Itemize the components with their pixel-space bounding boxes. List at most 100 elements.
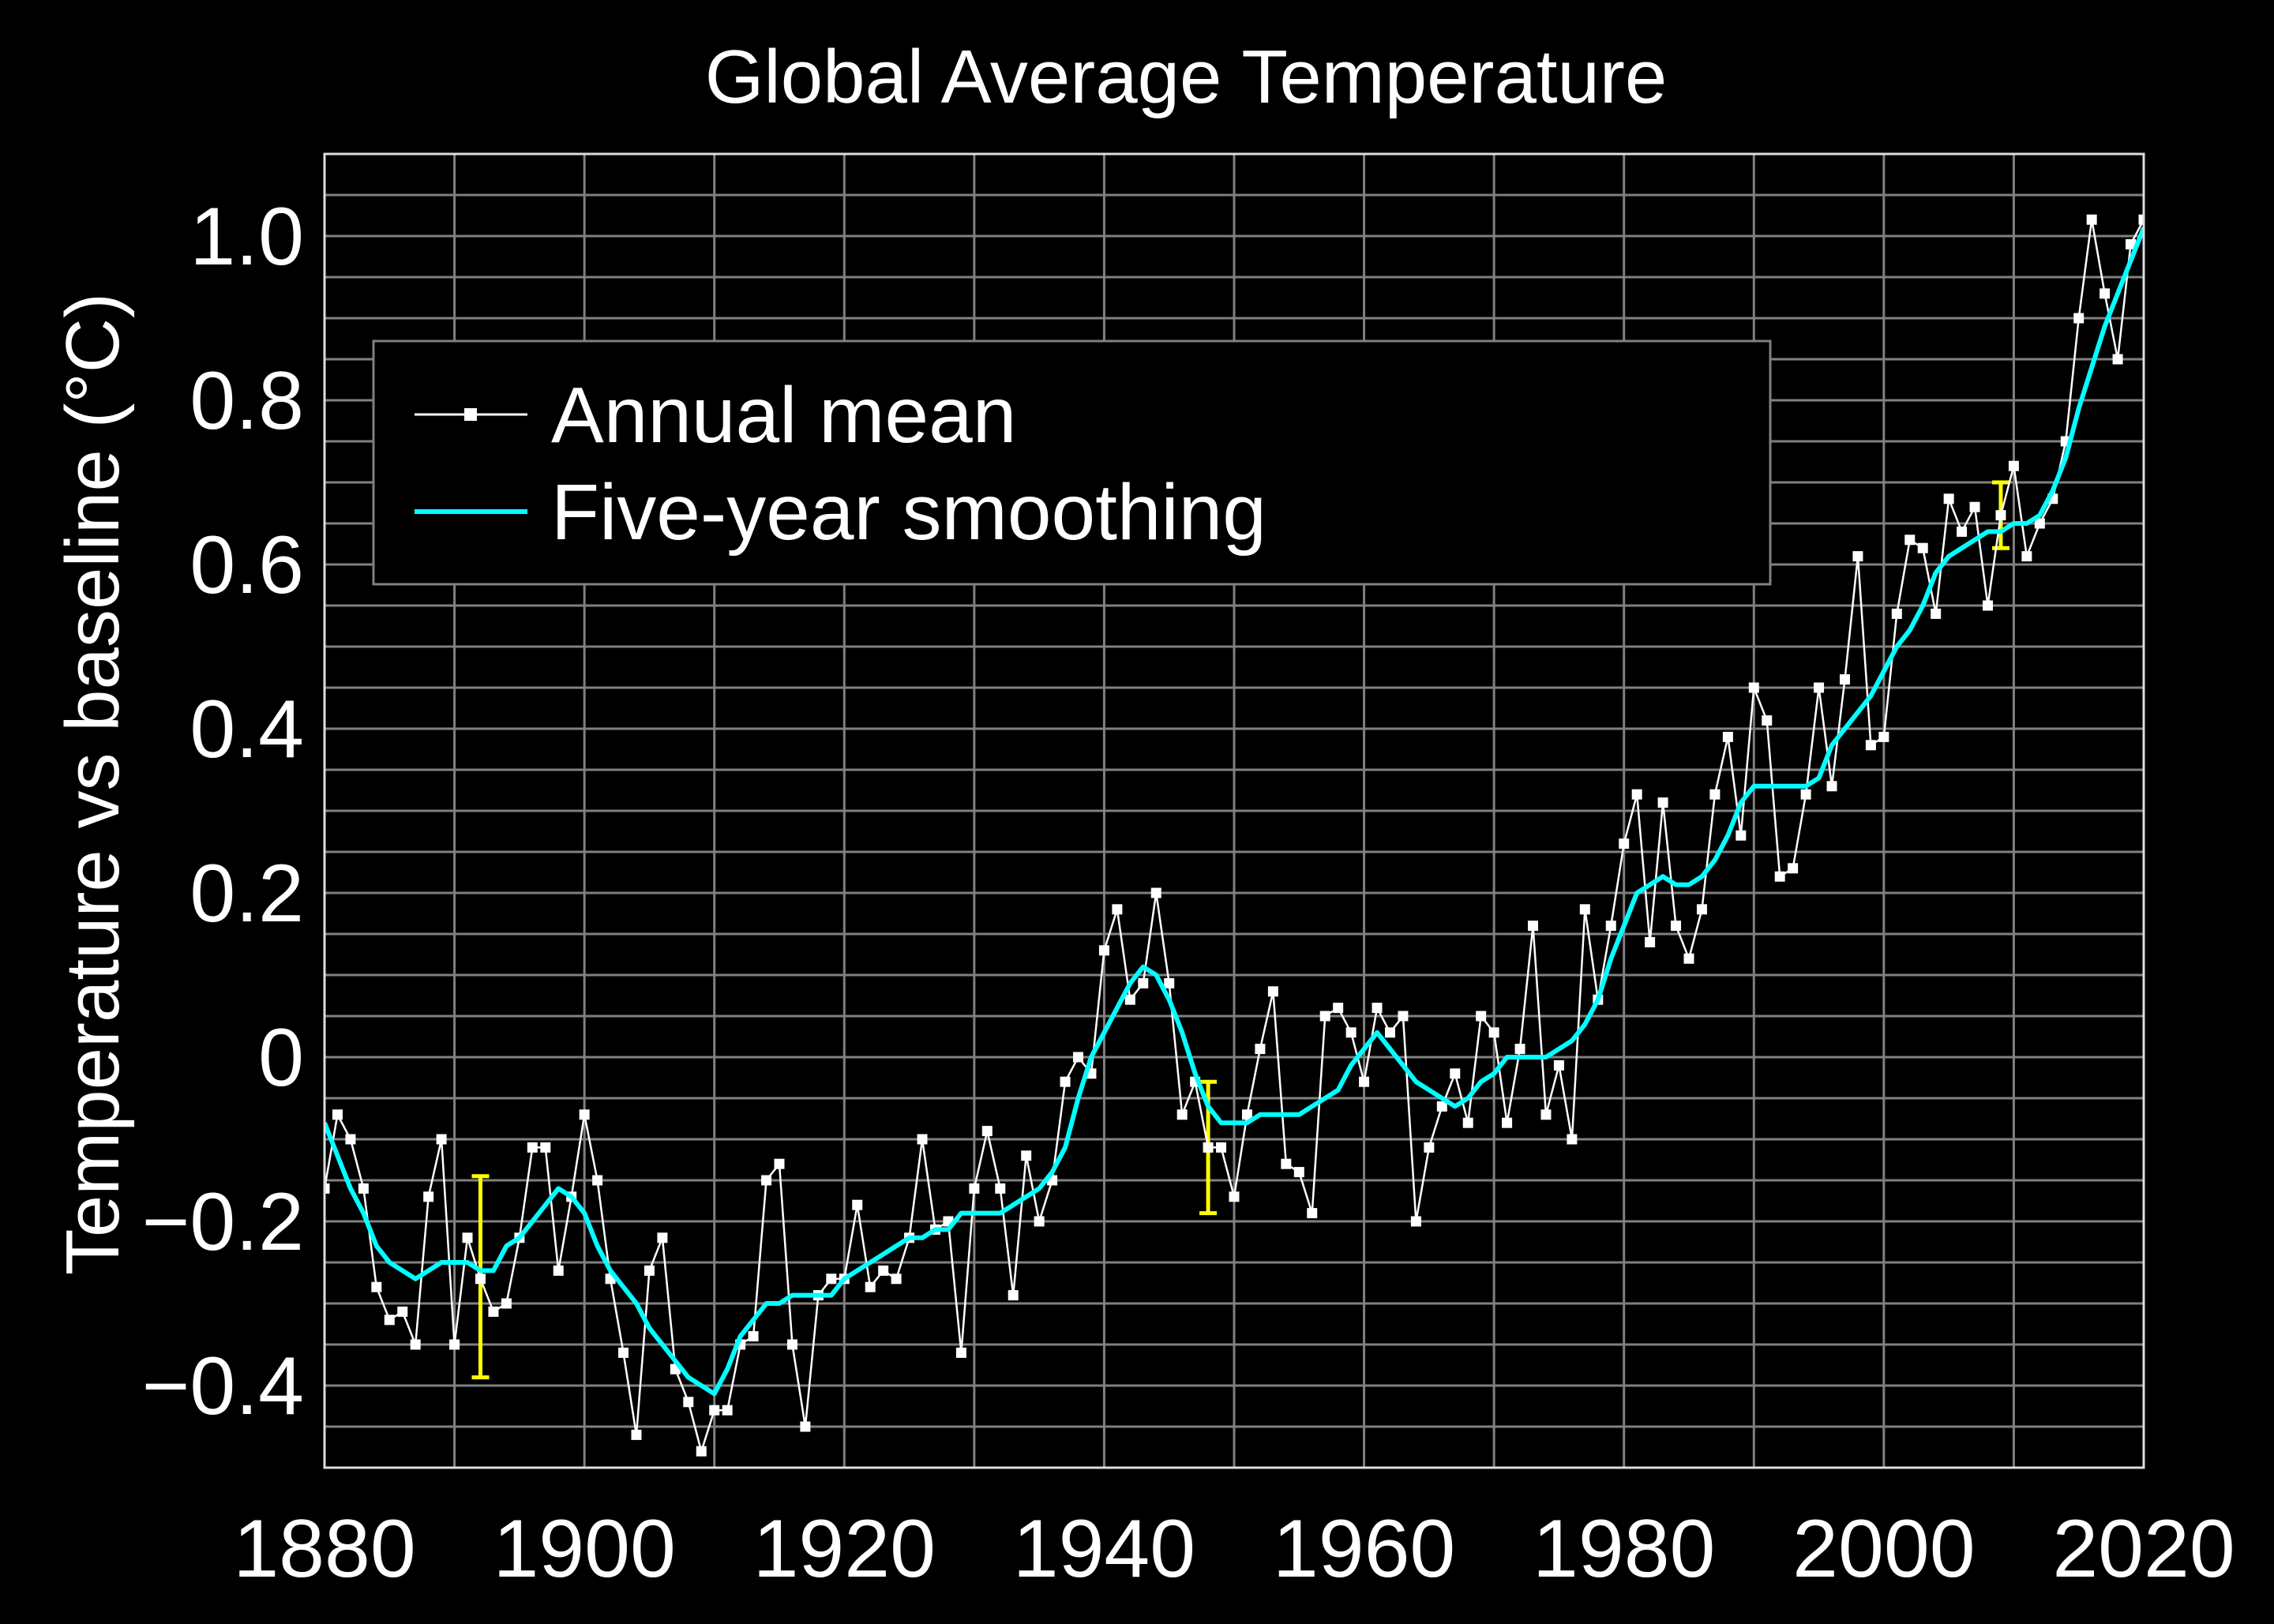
x-tick-label: 1960	[1273, 1503, 1455, 1595]
annual-mean-point	[1762, 715, 1773, 726]
annual-mean-point	[878, 1265, 889, 1276]
annual-mean-point	[2034, 518, 2045, 529]
annual-mean-point	[2100, 288, 2111, 299]
annual-mean-point	[1969, 501, 1980, 512]
x-tick-label: 2020	[2052, 1503, 2235, 1595]
annual-mean-point	[1814, 682, 1825, 693]
annual-mean-point	[449, 1339, 460, 1350]
plot-frame	[323, 152, 2145, 1469]
annual-mean-point	[397, 1306, 408, 1317]
annual-mean-point	[1293, 1167, 1304, 1178]
annual-mean-point	[384, 1315, 395, 1326]
annual-mean-point	[1696, 904, 1707, 915]
annual-mean-point	[1098, 945, 1109, 956]
annual-mean-point	[1410, 1216, 1421, 1227]
annual-mean-point	[1384, 1027, 1395, 1038]
annual-mean-point	[345, 1134, 356, 1145]
annual-mean-point	[1671, 921, 1682, 932]
annual-mean-point	[1034, 1216, 1045, 1227]
annual-mean-point	[1736, 830, 1747, 841]
annual-mean-point	[1333, 1003, 1344, 1014]
chart-title: Global Average Temperature	[705, 35, 1668, 119]
y-tick-label: 0.4	[190, 684, 304, 775]
annual-mean-point	[1553, 1060, 1564, 1071]
x-tick-label: 1900	[493, 1503, 675, 1595]
annual-mean-point	[488, 1306, 499, 1317]
annual-mean-point	[423, 1191, 434, 1202]
x-tick-label: 1980	[1533, 1503, 1715, 1595]
annual-mean-point	[1619, 838, 1630, 850]
annual-mean-point	[1983, 600, 1994, 611]
y-tick-label: −0.2	[142, 1176, 304, 1268]
legend: Annual mean Five-year smoothing	[372, 339, 1772, 586]
annual-mean-point	[981, 1126, 993, 1137]
annual-mean-point	[1203, 1142, 1214, 1153]
legend-box	[372, 339, 1772, 586]
annual-mean-point	[1164, 977, 1175, 988]
annual-mean-point	[540, 1142, 551, 1153]
annual-mean-point	[644, 1265, 655, 1276]
annual-mean-point	[1216, 1142, 1227, 1153]
annual-mean-point	[1891, 608, 1902, 619]
annual-mean-point	[410, 1339, 421, 1350]
y-tick-label: 0	[258, 1012, 304, 1104]
annual-mean-point	[748, 1331, 759, 1342]
annual-mean-point	[1436, 1101, 1447, 1112]
annual-mean-point	[1748, 682, 1759, 693]
annual-mean-point	[865, 1281, 876, 1292]
annual-mean-point	[2073, 313, 2084, 324]
annual-mean-point	[325, 1183, 330, 1194]
annual-mean-point	[1709, 789, 1721, 800]
five-year-smoothing-line	[325, 227, 2144, 1397]
annual-mean-point	[1345, 1027, 1357, 1038]
annual-mean-point	[462, 1232, 473, 1243]
annual-mean-point	[1138, 977, 1149, 988]
annual-mean-point	[1150, 887, 1161, 898]
annual-mean-point	[1281, 1158, 1292, 1169]
annual-mean-point	[761, 1175, 772, 1186]
annual-mean-point	[683, 1397, 694, 1408]
annual-mean-point	[774, 1158, 785, 1169]
x-tick-label: 2000	[1792, 1503, 1975, 1595]
annual-mean-point	[2021, 551, 2032, 562]
y-tick-label: −0.4	[142, 1341, 304, 1432]
annual-mean-point	[527, 1142, 538, 1153]
annual-mean-point	[618, 1347, 629, 1358]
annual-mean-point	[1631, 789, 1642, 800]
annual-mean-point	[1488, 1027, 1499, 1038]
annual-mean-point	[1124, 994, 1135, 1005]
annual-mean-point	[826, 1273, 837, 1285]
annual-mean-point	[1878, 731, 1889, 742]
annual-mean-point	[1800, 789, 1811, 800]
annual-mean-point	[1645, 936, 1656, 947]
annual-mean-point	[1852, 551, 1863, 562]
annual-mean-point	[1917, 542, 1928, 553]
annual-mean-point	[1502, 1117, 1513, 1128]
five-year-smoothing-series	[325, 227, 2144, 1397]
annual-mean-point	[1450, 1068, 1461, 1079]
y-tick-label: 1.0	[190, 191, 304, 283]
annual-mean-point	[1514, 1044, 1525, 1055]
annual-mean-point	[1229, 1191, 1240, 1202]
annual-mean-point	[1060, 1076, 1071, 1087]
annual-mean-point	[786, 1339, 797, 1350]
annual-mean-point	[2008, 460, 2019, 471]
annual-mean-point	[1424, 1142, 1435, 1153]
annual-mean-point	[1579, 904, 1590, 915]
annual-mean-point	[579, 1109, 590, 1120]
annual-mean-point	[1605, 921, 1616, 932]
annual-mean-point	[657, 1232, 668, 1243]
annual-mean-point	[1540, 1109, 1552, 1120]
annual-mean-point	[1359, 1076, 1370, 1087]
annual-mean-point	[1957, 526, 1968, 537]
annual-mean-point	[358, 1183, 369, 1194]
annual-mean-point	[1241, 1109, 1252, 1120]
annual-mean-point	[631, 1429, 642, 1440]
annual-mean-point	[1683, 953, 1694, 964]
annual-mean-point	[1255, 1044, 1266, 1055]
annual-mean-point	[800, 1421, 811, 1432]
annual-mean-point	[475, 1273, 486, 1285]
annual-mean-point	[891, 1273, 902, 1285]
x-tick-label: 1940	[1013, 1503, 1195, 1595]
